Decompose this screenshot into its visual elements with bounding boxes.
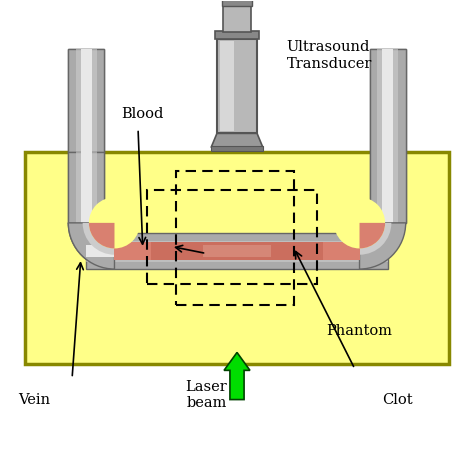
- Wedge shape: [91, 223, 115, 246]
- FancyBboxPatch shape: [68, 48, 104, 223]
- FancyBboxPatch shape: [81, 48, 92, 223]
- Text: Clot: Clot: [382, 392, 412, 407]
- Wedge shape: [82, 223, 115, 255]
- FancyBboxPatch shape: [217, 39, 257, 133]
- FancyBboxPatch shape: [377, 48, 398, 223]
- FancyBboxPatch shape: [68, 48, 104, 152]
- Wedge shape: [359, 223, 370, 233]
- FancyArrow shape: [224, 353, 250, 400]
- Text: Ultrasound
Transducer: Ultrasound Transducer: [286, 40, 372, 71]
- FancyBboxPatch shape: [382, 48, 393, 223]
- FancyBboxPatch shape: [215, 31, 259, 39]
- FancyBboxPatch shape: [211, 146, 263, 151]
- Wedge shape: [359, 223, 406, 269]
- FancyBboxPatch shape: [86, 241, 388, 262]
- Text: Phantom: Phantom: [327, 324, 392, 338]
- FancyBboxPatch shape: [370, 48, 406, 223]
- FancyBboxPatch shape: [370, 48, 406, 223]
- Wedge shape: [68, 223, 115, 269]
- FancyBboxPatch shape: [382, 48, 393, 223]
- FancyBboxPatch shape: [25, 152, 449, 364]
- Wedge shape: [359, 223, 392, 255]
- FancyBboxPatch shape: [223, 1, 251, 32]
- Wedge shape: [359, 223, 385, 248]
- Wedge shape: [104, 223, 115, 233]
- FancyBboxPatch shape: [86, 245, 388, 257]
- Text: Vein: Vein: [18, 392, 50, 407]
- FancyBboxPatch shape: [68, 152, 104, 223]
- Wedge shape: [359, 223, 383, 246]
- FancyBboxPatch shape: [377, 48, 398, 223]
- Wedge shape: [89, 223, 115, 248]
- Polygon shape: [211, 133, 263, 147]
- Wedge shape: [99, 223, 115, 238]
- FancyBboxPatch shape: [86, 233, 388, 269]
- FancyBboxPatch shape: [76, 152, 97, 223]
- Wedge shape: [68, 223, 115, 269]
- FancyBboxPatch shape: [115, 242, 359, 260]
- FancyBboxPatch shape: [222, 0, 252, 6]
- Circle shape: [89, 197, 140, 248]
- FancyBboxPatch shape: [76, 48, 97, 152]
- Circle shape: [110, 218, 119, 228]
- Circle shape: [334, 197, 385, 248]
- FancyBboxPatch shape: [151, 242, 323, 260]
- FancyBboxPatch shape: [81, 152, 92, 223]
- FancyBboxPatch shape: [203, 245, 271, 257]
- FancyBboxPatch shape: [76, 48, 97, 223]
- FancyBboxPatch shape: [81, 48, 92, 152]
- Text: Blood: Blood: [121, 108, 164, 121]
- Wedge shape: [104, 223, 115, 233]
- Text: Laser
beam: Laser beam: [185, 380, 227, 410]
- FancyBboxPatch shape: [220, 41, 234, 131]
